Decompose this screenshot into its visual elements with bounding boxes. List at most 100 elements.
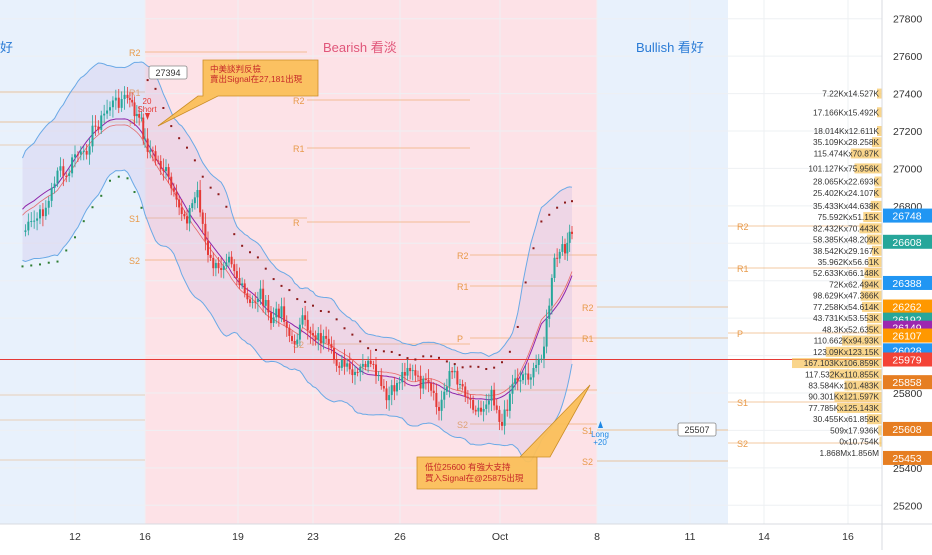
- volume-profile-bar: [879, 436, 882, 447]
- candle-body: [146, 138, 149, 152]
- candle-body: [477, 407, 480, 412]
- price-callout-box: [148, 65, 188, 80]
- price-tag: [883, 208, 932, 223]
- pivot-label: S2: [582, 457, 593, 467]
- candle-body: [59, 166, 62, 171]
- trailing-stop-dot: [74, 236, 76, 239]
- price-tag-label: 26608: [892, 237, 921, 249]
- trailing-stop-dot: [461, 366, 464, 369]
- trailing-stop-dot: [47, 261, 50, 264]
- candle-body: [424, 378, 427, 380]
- x-tick-label: 12: [69, 531, 81, 543]
- moving-average-2: [22, 124, 573, 397]
- price-tag-label: 25858: [892, 377, 921, 389]
- candle-body: [262, 288, 265, 306]
- candle-body: [340, 359, 343, 368]
- pivot-label: S2: [457, 420, 468, 430]
- candle-body: [296, 339, 299, 345]
- trailing-stop-dot: [233, 233, 236, 236]
- trailing-stop-dot: [217, 193, 220, 196]
- candle-body: [180, 207, 183, 215]
- price-tag-label: 26107: [892, 331, 921, 343]
- candle-body: [154, 151, 157, 161]
- volume-profile-bar: [829, 369, 882, 380]
- candle-body: [432, 390, 435, 393]
- candle-body: [393, 385, 396, 392]
- candle-body: [100, 115, 103, 130]
- candle-body: [123, 94, 126, 100]
- candle-body: [390, 385, 393, 396]
- pivot-label: R2: [129, 48, 141, 58]
- candle-body: [233, 264, 236, 272]
- time-axis-bg: [0, 524, 932, 550]
- candle-body: [498, 409, 501, 422]
- volume-profile-label: 43.731Kx53.553K: [813, 313, 879, 323]
- candle-body: [490, 389, 493, 401]
- candle-body: [170, 176, 173, 189]
- candle-body: [480, 407, 482, 412]
- volume-profile-label: 75.592Kx51.15K: [818, 212, 880, 222]
- trailing-stop-dot: [343, 327, 346, 330]
- candle-body: [487, 400, 490, 405]
- volume-profile-label: 48.3Kx52.635K: [822, 324, 879, 334]
- bollinger-upper: [22, 61, 573, 358]
- candle-body: [193, 197, 196, 204]
- candle-body: [175, 191, 178, 200]
- candle-body: [109, 107, 111, 111]
- candle-body: [377, 375, 380, 377]
- candle-body: [319, 333, 322, 344]
- volume-profile-bar: [872, 137, 882, 148]
- candle-body: [126, 94, 129, 98]
- candle-body: [238, 277, 241, 286]
- candle-body: [440, 399, 443, 411]
- trailing-stop-dot: [209, 186, 212, 189]
- trailing-stop-dot: [146, 79, 149, 82]
- candle-body: [220, 268, 223, 270]
- candle-body: [76, 154, 79, 156]
- candle-body: [167, 167, 170, 177]
- candle-body: [204, 223, 207, 241]
- candle-body: [293, 340, 296, 345]
- candle-body: [401, 372, 404, 383]
- trailing-stop-dot: [296, 298, 299, 301]
- candle-body: [537, 358, 540, 365]
- candle-body: [380, 375, 383, 387]
- volume-profile-label: 58.385Kx48.209K: [813, 235, 879, 245]
- candle-body: [103, 113, 106, 116]
- candle-body: [249, 299, 251, 303]
- candle-body: [88, 146, 91, 155]
- candle-body: [524, 373, 527, 375]
- candle-body: [151, 150, 154, 152]
- trailing-stop-dot: [91, 206, 94, 209]
- short-arrow-icon: [145, 113, 150, 120]
- trailing-stop-dot: [414, 358, 417, 361]
- candle-body: [482, 408, 485, 412]
- pivot-label: R1: [457, 282, 469, 292]
- trailing-stop-dot: [516, 325, 519, 328]
- candle-body: [144, 138, 146, 140]
- candle-body: [514, 378, 517, 384]
- trailing-stop-dot: [453, 363, 456, 366]
- candle-body: [41, 209, 44, 217]
- trailing-stop-dot: [133, 191, 136, 194]
- trailing-stop-dot: [162, 106, 165, 109]
- candle-body: [111, 100, 114, 108]
- candle-body: [264, 300, 267, 306]
- note-sell-line-1: 中美談判反檢: [210, 64, 262, 74]
- candle-body: [548, 305, 551, 319]
- volume-profile-label: 18.014Kx12.611K: [814, 126, 880, 136]
- candle-body: [188, 208, 191, 224]
- candle-body: [317, 333, 320, 341]
- candle-body: [406, 367, 409, 376]
- x-tick-label: 16: [139, 531, 151, 543]
- volume-profile-label: 123.09Kx123.15K: [813, 347, 879, 357]
- candle-body: [306, 319, 309, 331]
- trailing-stop-dot: [241, 244, 244, 247]
- volume-profile-label: 7.22Kx14.527K: [822, 89, 879, 99]
- candle-body: [545, 318, 548, 347]
- volume-profile-bar: [874, 187, 882, 198]
- candle-body: [162, 169, 165, 172]
- pivot-label: S2: [293, 340, 304, 350]
- candle-body: [527, 373, 530, 380]
